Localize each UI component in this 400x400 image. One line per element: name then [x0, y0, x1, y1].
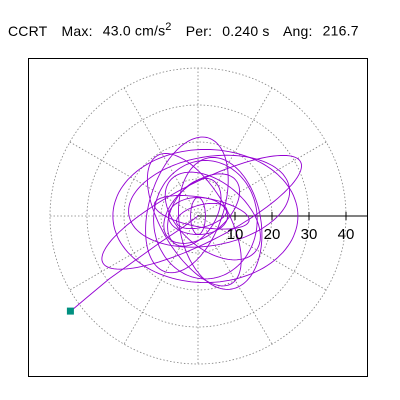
motion-trace: [70, 136, 302, 312]
radial-tick-labels: 10 20 30 40: [227, 226, 355, 243]
trace-loop-4: [178, 156, 263, 290]
trace-loop-8: [167, 197, 229, 235]
trace-loop-1: [153, 160, 258, 280]
tick-label-10: 10: [227, 226, 244, 243]
tick-label-30: 30: [301, 226, 318, 243]
max-unit: cm/s: [134, 22, 166, 39]
tick-label-20: 20: [264, 226, 281, 243]
trace-loop-11: [190, 197, 206, 235]
station-name: CCRT: [8, 22, 48, 39]
trace-loop-3: [145, 136, 229, 274]
peak-marker-group: [66, 307, 74, 315]
max-value: 43.0: [102, 22, 131, 39]
per-label: Per:: [185, 22, 213, 39]
trace-tail: [70, 215, 199, 312]
peak-marker: [66, 307, 74, 315]
trace-loop-9: [176, 202, 228, 230]
trace-loop-13: [164, 171, 261, 261]
max-unit-exponent: 2: [165, 21, 172, 33]
plot-frame: [28, 58, 368, 377]
max-label: Max:: [61, 22, 93, 39]
axes: [198, 212, 367, 220]
trace-loop-10: [167, 177, 222, 247]
ang-value: 216.7: [322, 22, 359, 39]
trace-loop-0: [101, 154, 302, 270]
chart-header: CCRT Max: 43.0 cm/s2 Per: 0.240 s Ang: 2…: [8, 16, 359, 39]
trace-loop-6: [128, 154, 291, 248]
tick-label-40: 40: [338, 226, 355, 243]
ang-label: Ang:: [282, 22, 313, 39]
per-value: 0.240 s: [222, 22, 270, 39]
trace-loop-12: [153, 195, 250, 230]
